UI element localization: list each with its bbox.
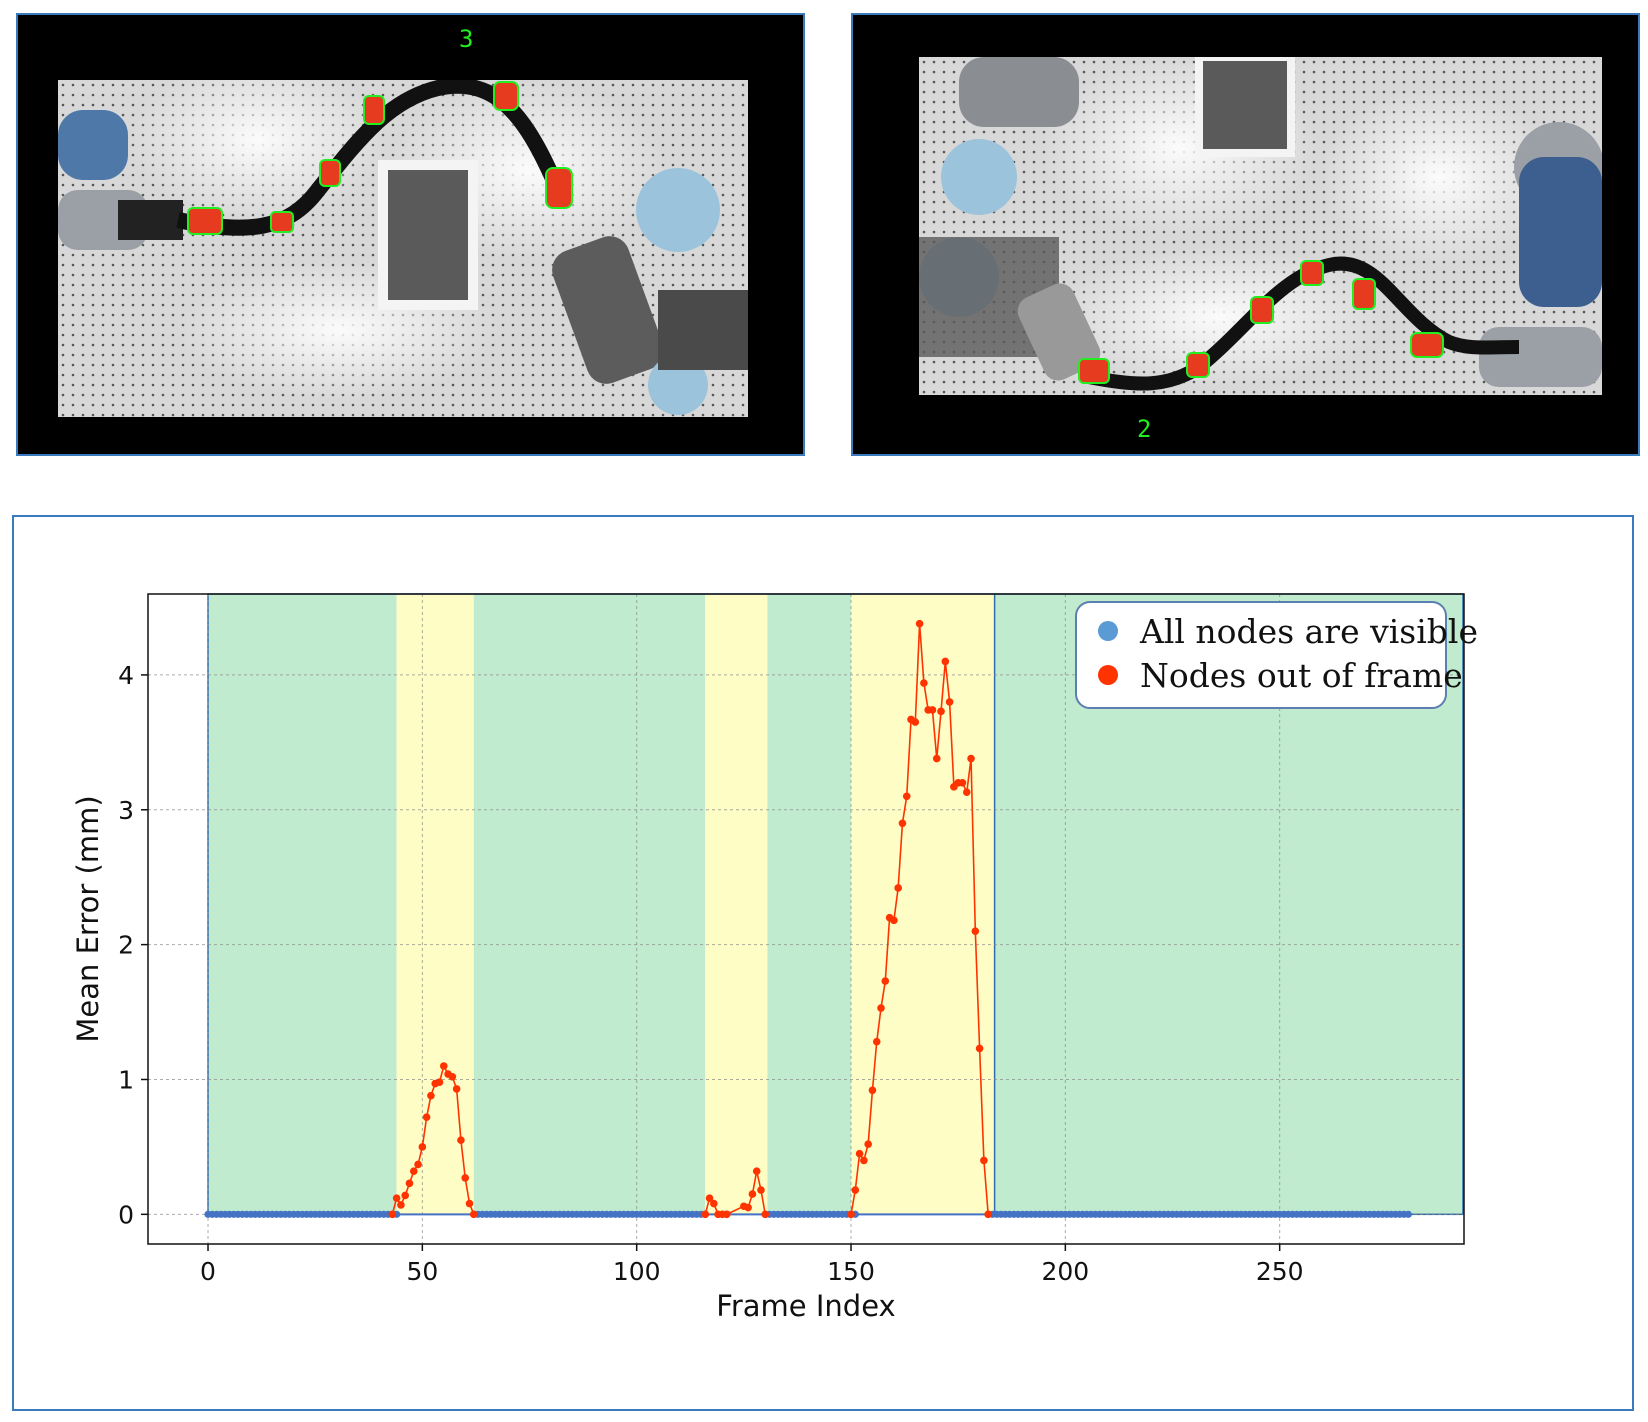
- data-point-out-of-frame: [397, 1201, 405, 1209]
- data-point-out-of-frame: [757, 1186, 765, 1194]
- data-point-out-of-frame: [435, 1078, 444, 1086]
- data-point-out-of-frame: [401, 1191, 409, 1200]
- data-point-out-of-frame: [980, 1156, 988, 1165]
- data-point-out-of-frame: [971, 927, 980, 935]
- data-point-out-of-frame: [461, 1174, 470, 1182]
- data-point-out-of-frame: [915, 619, 924, 628]
- data-point-out-of-frame: [761, 1210, 770, 1219]
- axis-ticks: 0 50 100 150 200 250 0 1 2 3 4: [118, 661, 1303, 1286]
- x-tick-label: 50: [406, 1257, 438, 1286]
- data-point-out-of-frame: [418, 1143, 427, 1151]
- left-camera-view: 3: [16, 13, 805, 456]
- x-tick-label: 0: [200, 1257, 216, 1286]
- data-point-out-of-frame: [409, 1167, 418, 1175]
- right-camera-image: [919, 57, 1602, 395]
- y-tick-label: 4: [118, 661, 134, 690]
- plot-border: [147, 593, 1465, 1245]
- left-camera-image: [58, 80, 748, 417]
- data-point-out-of-frame: [868, 1086, 877, 1095]
- band-green: [208, 594, 397, 1215]
- data-point-out-of-frame: [422, 1113, 431, 1122]
- data-point-out-of-frame: [405, 1179, 414, 1188]
- camera-label: 3: [459, 25, 474, 53]
- y-tick-label: 3: [118, 796, 134, 825]
- chart-frame: 0 50 100 150 200 250 0 1 2 3 4 Frame Index Mean Er…: [12, 515, 1634, 1411]
- y-tick-label: 2: [118, 931, 134, 960]
- legend: All nodes are visible Nodes out of frame: [1075, 601, 1478, 709]
- x-axis-label: Frame Index: [716, 1289, 895, 1323]
- band-yellow: [705, 594, 768, 1215]
- data-point-out-of-frame: [975, 1044, 984, 1053]
- data-point-out-of-frame: [465, 1199, 474, 1208]
- data-point-out-of-frame: [958, 778, 967, 787]
- data-point-out-of-frame: [911, 718, 920, 726]
- data-point-out-of-frame: [388, 1210, 397, 1219]
- x-tick-label: 200: [1041, 1257, 1089, 1286]
- band-green: [767, 594, 852, 1215]
- data-point-out-of-frame: [722, 1210, 731, 1219]
- data-point-out-of-frame: [894, 884, 902, 892]
- data-point-out-of-frame: [748, 1190, 757, 1198]
- data-point-out-of-frame: [881, 977, 890, 985]
- series-layer: [204, 619, 1412, 1219]
- legend-label-visible: All nodes are visible: [1139, 612, 1478, 651]
- data-point-out-of-frame: [864, 1140, 872, 1149]
- legend-marker-out-of-frame: [1098, 665, 1118, 685]
- data-point-out-of-frame: [744, 1203, 752, 1212]
- mean-error-chart: 0 50 100 150 200 250 0 1 2 3 4 Frame Index Mean Er…: [71, 593, 1478, 1323]
- x-tick-label: 100: [613, 1257, 661, 1286]
- data-point-out-of-frame: [967, 754, 975, 763]
- band-yellow: [396, 594, 474, 1215]
- data-point-out-of-frame: [872, 1037, 881, 1046]
- data-point-out-of-frame: [439, 1062, 448, 1070]
- data-point-out-of-frame: [847, 1210, 855, 1219]
- data-point-out-of-frame: [457, 1136, 465, 1144]
- band-green: [473, 594, 706, 1215]
- data-point-out-of-frame: [984, 1210, 992, 1219]
- right-camera-view: 2: [851, 13, 1640, 456]
- data-point-out-of-frame: [860, 1156, 868, 1165]
- data-point-out-of-frame: [937, 707, 945, 716]
- data-point-out-of-frame: [392, 1194, 401, 1202]
- data-point-out-of-frame: [469, 1210, 478, 1219]
- data-point-out-of-frame: [851, 1186, 860, 1194]
- data-point-out-of-frame: [941, 657, 950, 666]
- y-axis-label: Mean Error (mm): [71, 795, 105, 1042]
- legend-marker-visible: [1098, 621, 1118, 641]
- data-point-out-of-frame: [945, 698, 954, 706]
- y-tick-label: 1: [118, 1065, 134, 1094]
- data-point-out-of-frame: [962, 788, 971, 797]
- data-point-out-of-frame: [855, 1149, 864, 1158]
- data-point-out-of-frame: [448, 1072, 457, 1081]
- data-point-out-of-frame: [452, 1085, 461, 1093]
- data-point-out-of-frame: [414, 1160, 422, 1169]
- data-point-out-of-frame: [752, 1167, 761, 1175]
- data-point-out-of-frame: [890, 916, 898, 925]
- y-tick-label: 0: [118, 1200, 134, 1229]
- data-point-out-of-frame: [898, 819, 907, 828]
- data-point-out-of-frame: [932, 754, 941, 763]
- grid-lines: [148, 594, 1464, 1244]
- data-point-out-of-frame: [877, 1004, 885, 1012]
- data-point-out-of-frame: [705, 1194, 714, 1202]
- data-point-out-of-frame: [920, 679, 928, 687]
- data-point-out-of-frame: [427, 1091, 435, 1100]
- data-point-out-of-frame: [928, 706, 937, 714]
- camera-label: 2: [1137, 415, 1152, 443]
- x-tick-label: 250: [1256, 1257, 1304, 1286]
- data-point-out-of-frame: [710, 1199, 718, 1208]
- legend-box: [1075, 601, 1447, 709]
- band-yellow: [851, 594, 995, 1215]
- x-tick-label: 150: [827, 1257, 875, 1286]
- data-point-out-of-frame: [902, 792, 911, 801]
- legend-label-out-of-frame: Nodes out of frame: [1140, 656, 1463, 695]
- data-point-out-of-frame: [701, 1210, 710, 1219]
